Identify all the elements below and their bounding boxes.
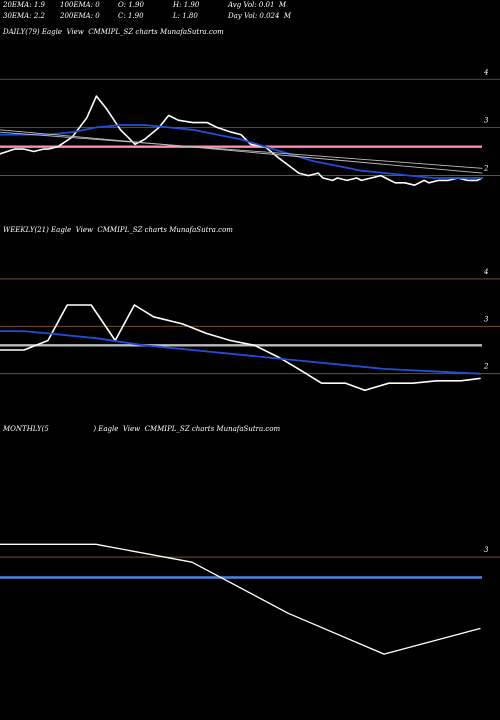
high-value: H: 1.90 bbox=[173, 1, 200, 9]
weekly-panel-label: WEEKLY(21) Eagle View CMMIPL_SZ charts M… bbox=[3, 226, 233, 234]
weekly-price-line bbox=[0, 304, 481, 392]
weekly-tick-label-3: 3 bbox=[484, 315, 489, 323]
daily-price-line bbox=[0, 95, 483, 186]
daily-ema-gray-1-line bbox=[0, 129, 483, 174]
daily-tick-label-4: 4 bbox=[483, 68, 488, 76]
weekly-chart-panel: 4 3 2 bbox=[0, 268, 500, 392]
monthly-tick-label-3: 3 bbox=[484, 546, 489, 554]
daily-chart-panel: 4 3 2 bbox=[0, 68, 500, 186]
daily-tick-label-3: 3 bbox=[484, 116, 489, 124]
monthly-panel-label: MONTHLY(5 ) Eagle View CMMIPL_SZ charts … bbox=[3, 425, 281, 433]
ema100-value: 100EMA: 0 bbox=[60, 1, 100, 9]
weekly-ema-blue-line bbox=[0, 330, 481, 375]
weekly-tick-label-2: 2 bbox=[483, 363, 489, 371]
ema200-value: 200EMA: 0 bbox=[60, 12, 100, 20]
daily-panel-label: DAILY(79) Eagle View CMMIPL_SZ charts Mu… bbox=[3, 28, 224, 36]
avg-vol-value: Avg Vol: 0.01 M bbox=[228, 1, 287, 9]
weekly-tick-label-4: 4 bbox=[483, 268, 488, 276]
monthly-chart-panel: 3 bbox=[0, 543, 500, 655]
low-value: L: 1.80 bbox=[173, 12, 198, 20]
open-value: O: 1.90 bbox=[118, 1, 144, 9]
ema30-value: 30EMA: 2.2 bbox=[3, 12, 45, 20]
daily-ema-gray-2-line bbox=[0, 131, 483, 169]
ema20-value: 20EMA: 1.9 bbox=[3, 1, 45, 9]
daily-tick-label-2: 2 bbox=[483, 165, 489, 173]
close-value: C: 1.90 bbox=[118, 12, 144, 20]
day-vol-value: Day Vol: 0.024 M bbox=[228, 12, 292, 20]
daily-ema-blue-line bbox=[0, 124, 483, 179]
monthly-price-line bbox=[0, 543, 481, 655]
